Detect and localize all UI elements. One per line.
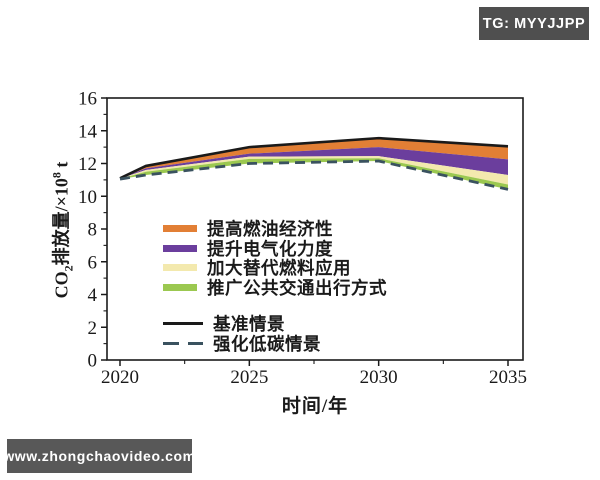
y-tick-label: 8 [88, 220, 98, 241]
legend-swatch-electrification [163, 244, 197, 252]
legend-label-low-carbon: 强化低碳情景 [213, 333, 321, 354]
watermark-telegram-badge: TG: MYYJJPP [479, 7, 589, 40]
y-tick-label: 16 [78, 89, 97, 110]
x-tick-label: 2035 [489, 367, 527, 388]
y-tick-label: 4 [88, 285, 98, 306]
band-electrification [120, 147, 508, 179]
legend-label-public-transit: 推广公共交通出行方式 [207, 277, 387, 298]
band-fuel-economy [120, 138, 508, 179]
legend-item-baseline: 基准情景 [163, 314, 387, 334]
band-alternative-fuels [120, 156, 508, 185]
y-tick-label: 14 [78, 121, 98, 142]
y-axis-title: CO2排放量/×108 t [48, 162, 77, 299]
y-axis-title-part: t [51, 161, 72, 173]
y-tick-label: 6 [88, 252, 98, 273]
legend-item-fuel-economy: 提高燃油经济性 [163, 219, 387, 239]
legend-dash [187, 341, 203, 345]
legend-label-fuel-economy: 提高燃油经济性 [207, 219, 333, 240]
legend-swatch-fuel-economy [163, 225, 197, 233]
line-low-carbon [119, 159, 509, 191]
y-axis-title-part: 排放量/×10 [51, 178, 72, 266]
x-tick-label: 2020 [101, 367, 139, 388]
y-tick-label: 0 [88, 351, 98, 372]
y-tick-label: 2 [88, 318, 98, 339]
legend-swatch-alternative-fuels [163, 264, 197, 272]
legend-label-electrification: 提升电气化力度 [207, 238, 333, 259]
legend-swatch-low-carbon-dashed-line [163, 341, 203, 345]
y-axis-title-superscript: 8 [49, 172, 64, 179]
legend-swatch-public-transit [163, 283, 197, 291]
legend-item-alternative-fuels: 加大替代燃料应用 [163, 258, 387, 278]
watermark-website-text: www.zhongchaovideo.com [3, 448, 196, 464]
y-axis-title-subscript: 2 [61, 265, 76, 272]
legend-swatch-baseline-line [163, 322, 203, 326]
legend-label-baseline: 基准情景 [213, 314, 285, 335]
watermark-website-badge: www.zhongchaovideo.com [3, 439, 195, 473]
legend-label-alternative-fuels: 加大替代燃料应用 [207, 258, 351, 279]
y-tick-label: 12 [78, 154, 97, 175]
y-axis-title-part: CO [51, 271, 72, 299]
legend-item-low-carbon: 强化低碳情景 [163, 334, 387, 354]
legend-item-public-transit: 推广公共交通出行方式 [163, 278, 387, 298]
line-baseline [119, 136, 509, 180]
x-axis-title: 时间/年 [281, 396, 349, 417]
legend-dash [163, 341, 179, 345]
legend-item-electrification: 提升电气化力度 [163, 239, 387, 259]
chart-legend: 提高燃油经济性 提升电气化力度 加大替代燃料应用 推广公共交通出行方式 基准情景… [163, 219, 387, 354]
x-tick-label: 2030 [360, 367, 398, 388]
x-tick-label: 2025 [230, 367, 268, 388]
y-tick-label: 10 [78, 187, 97, 208]
watermark-telegram-text: TG: MYYJJPP [482, 15, 586, 32]
